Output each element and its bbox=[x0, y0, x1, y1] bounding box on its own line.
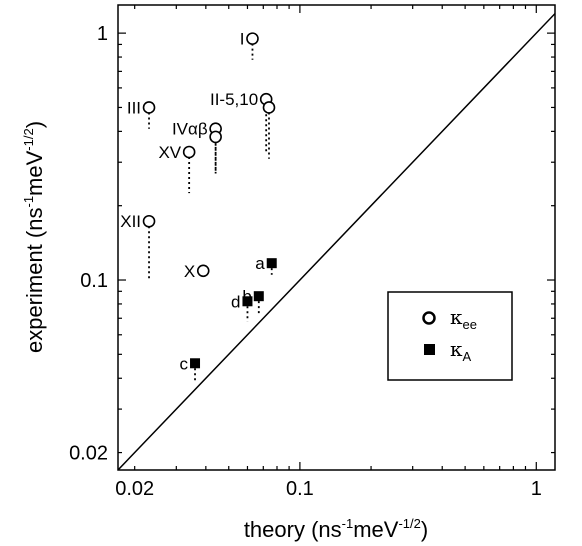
point-label: d bbox=[231, 292, 240, 311]
open-circle-marker bbox=[246, 32, 259, 45]
x-axis-ticks: 0.02 0.1 1 bbox=[115, 5, 542, 500]
data-markers bbox=[142, 32, 277, 369]
filled-square-marker bbox=[242, 296, 253, 307]
point-label: a bbox=[255, 254, 265, 273]
legend-box bbox=[387, 291, 513, 381]
x-tick-label: 0.1 bbox=[286, 478, 314, 500]
legend-label-kappa-a: κA bbox=[450, 337, 472, 364]
point-label: IVαβ bbox=[172, 120, 208, 139]
point-label: c bbox=[180, 354, 189, 373]
y-axis-title: experiment (ns-1meV-1/2) bbox=[21, 121, 47, 353]
filled-square-marker bbox=[266, 258, 277, 269]
legend-marker-filled-square bbox=[424, 344, 435, 355]
legend-marker-open-circle bbox=[422, 311, 436, 325]
x-axis-title: theory (ns-1meV-1/2) bbox=[244, 516, 428, 542]
open-circle-marker bbox=[182, 145, 196, 159]
open-circle-marker bbox=[142, 101, 156, 114]
point-label: I bbox=[240, 30, 245, 49]
y-tick-label: 0.02 bbox=[69, 443, 108, 465]
point-label: II-5,10 bbox=[210, 90, 258, 109]
filled-square-marker bbox=[253, 291, 264, 302]
y-axis-ticks: 0.02 0.1 1 bbox=[69, 23, 555, 465]
point-labels: I II-5,10 III IVαβ XV XII X abd c bbox=[120, 30, 265, 374]
point-label: III bbox=[127, 98, 141, 117]
point-label: X bbox=[184, 262, 195, 281]
point-label: b bbox=[242, 287, 251, 306]
x-tick-label: 1 bbox=[531, 478, 542, 500]
plot-frame bbox=[117, 4, 556, 471]
point-label: XII bbox=[120, 212, 141, 231]
legend-label-kappa-ee: κee bbox=[450, 305, 477, 332]
filled-square-marker bbox=[190, 358, 201, 369]
legend: κee κA bbox=[387, 291, 513, 381]
y-tick-label: 0.1 bbox=[80, 270, 108, 292]
open-circle-marker bbox=[262, 101, 276, 114]
open-circle-marker bbox=[196, 264, 210, 278]
y-tick-label: 1 bbox=[97, 23, 108, 45]
x-tick-label: 0.02 bbox=[115, 478, 154, 500]
reference-diagonal-line bbox=[118, 13, 555, 470]
open-circle-marker bbox=[142, 214, 156, 228]
point-label: XV bbox=[158, 143, 181, 162]
open-circle-marker bbox=[209, 130, 222, 144]
